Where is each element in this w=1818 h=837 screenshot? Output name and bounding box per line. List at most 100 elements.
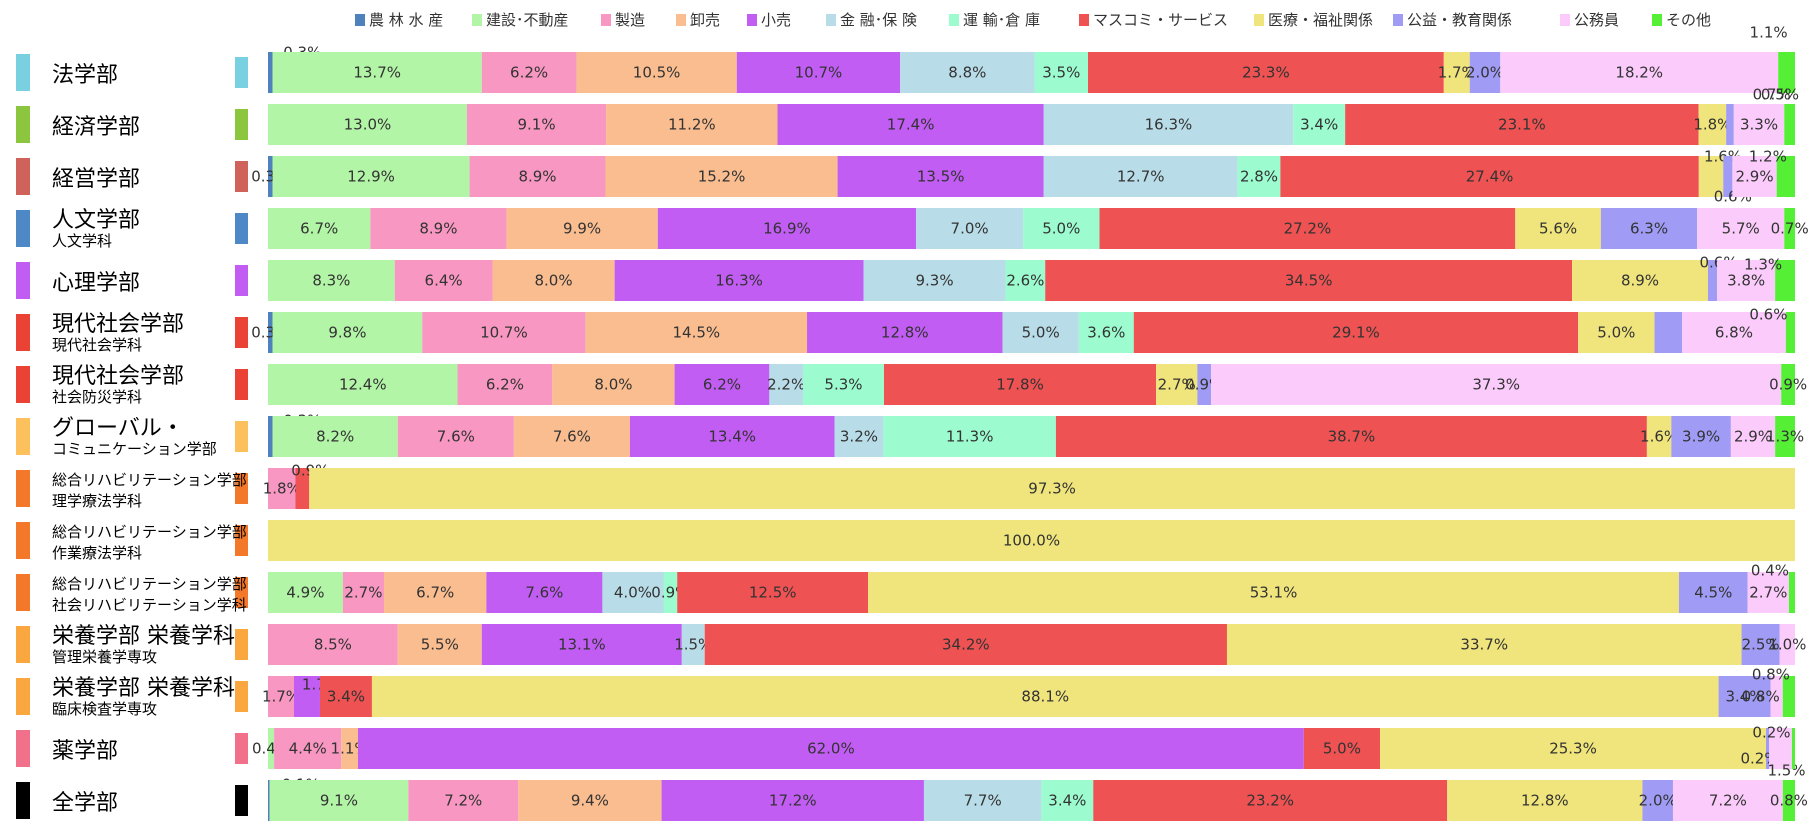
legend-swatch — [355, 14, 365, 26]
legend-label: 建設･不動産 — [486, 11, 569, 29]
data-label: 5.0% — [1597, 324, 1635, 342]
data-label: 6.4% — [425, 272, 463, 290]
data-label: 0.4% — [1751, 562, 1789, 580]
data-label: 8.9% — [518, 168, 556, 186]
bar-segment-製造 — [394, 260, 493, 301]
bar-segment-農-林-水-産 — [268, 780, 270, 821]
bar-segment-金-融-保-険 — [769, 364, 803, 405]
bar-segment-医療・福祉関係 — [1698, 156, 1724, 197]
bar-segment-公益・教育関係 — [1678, 572, 1748, 613]
data-label: 34.5% — [1285, 272, 1333, 290]
bar-segment-マスコミ・サービス — [1345, 104, 1699, 145]
bar-segment-公益・教育関係 — [1707, 260, 1718, 301]
bar-segment-卸売 — [506, 208, 658, 249]
data-label: 18.2% — [1615, 64, 1663, 82]
bar-segment-医療・福祉関係 — [1380, 728, 1767, 769]
row-label: 経済学部 — [52, 115, 140, 140]
bar-segment-マスコミ・サービス — [883, 364, 1157, 405]
bar-segment-小売 — [777, 104, 1044, 145]
data-label: 27.4% — [1466, 168, 1514, 186]
legend-label: 公務員 — [1574, 11, 1619, 29]
bar-segment-製造 — [268, 468, 296, 509]
bar-segment-公務員 — [1697, 208, 1785, 249]
bar-segment-製造 — [481, 52, 577, 93]
data-label: 7.7% — [964, 792, 1002, 810]
bar-segment-建設-不動産 — [268, 728, 275, 769]
bar-segment-医療・福祉関係 — [1578, 312, 1655, 353]
bar-segment-マスコミ・サービス — [1087, 52, 1444, 93]
bar-segment-公務員 — [1672, 780, 1783, 821]
data-label: 2.0% — [1639, 792, 1677, 810]
row-marker-right — [235, 577, 248, 608]
data-label: 5.6% — [1539, 220, 1577, 238]
data-label: 13.1% — [558, 636, 606, 654]
legend-label: 金 融･保 険 — [840, 11, 917, 29]
row-sublabel: 作業療法学科 — [52, 544, 142, 562]
data-label: 12.9% — [347, 168, 395, 186]
bar-segment-その他 — [1782, 676, 1795, 717]
legend-swatch — [1254, 14, 1264, 26]
bar-segment-運-輸-倉-庫 — [663, 572, 678, 613]
data-label: 1.3% — [1744, 256, 1782, 274]
legend-item: 金 融･保 険 — [826, 11, 917, 29]
bar-segment-公益・教育関係 — [1642, 780, 1673, 821]
legend-item: 医療・福祉関係 — [1254, 11, 1373, 29]
legend-item: 小売 — [747, 11, 791, 29]
data-label: 6.2% — [486, 376, 524, 394]
bar-segment-公務員 — [1500, 52, 1779, 93]
data-label: 17.8% — [996, 376, 1044, 394]
bar-segment-運-輸-倉-庫 — [1237, 156, 1281, 197]
legend-swatch — [747, 14, 757, 26]
data-label: 8.8% — [948, 64, 986, 82]
data-label: 0.8% — [1752, 666, 1790, 684]
bar-segment-公益・教育関係 — [1671, 416, 1731, 457]
data-label: 12.5% — [749, 584, 797, 602]
bar-segment-農-林-水-産 — [268, 312, 273, 353]
row-label: 心理学部 — [52, 271, 140, 296]
bar-segment-公益・教育関係 — [1469, 52, 1501, 93]
bar-segment-小売 — [629, 416, 835, 457]
bar-segment-公務員 — [1733, 104, 1785, 145]
data-label: 3.4% — [1726, 688, 1764, 706]
bar-segment-小売 — [736, 52, 901, 93]
data-label: 7.2% — [444, 792, 482, 810]
bar-segment-小売 — [657, 208, 917, 249]
bar-segment-建設-不動産 — [268, 572, 343, 613]
legend-swatch — [601, 14, 611, 26]
bar-segment-卸売 — [341, 728, 359, 769]
data-label: 12.4% — [339, 376, 387, 394]
data-label: 9.8% — [328, 324, 366, 342]
bar-segment-運-輸-倉-庫 — [1005, 260, 1046, 301]
data-label: 8.0% — [594, 376, 632, 394]
row-marker-left — [16, 158, 30, 195]
bar-segment-公務員 — [1732, 156, 1777, 197]
data-label: 9.1% — [320, 792, 358, 810]
data-label: 5.3% — [824, 376, 862, 394]
bar-segment-建設-不動産 — [272, 416, 398, 457]
bar-segment-金-融-保-険 — [681, 624, 705, 665]
bar-segment-公務員 — [1779, 624, 1795, 665]
bar-segment-卸売 — [605, 156, 838, 197]
row-sublabel: 理学療法学科 — [52, 492, 142, 510]
legend-swatch — [676, 14, 686, 26]
data-label: 25.3% — [1549, 740, 1597, 758]
chart-row-1: 経済学部 13.0% 9.1% 11.2% 17.4% 16.3% 3.4% 23.1% 1.8… — [16, 86, 1799, 145]
row-marker-left — [16, 782, 30, 819]
legend-item: 建設･不動産 — [472, 11, 569, 29]
bar-segment-金-融-保-険 — [834, 416, 884, 457]
bar-segment-運-輸-倉-庫 — [1041, 780, 1094, 821]
data-label: 1.7% — [262, 688, 300, 706]
row-marker-right — [235, 473, 248, 504]
bar-segment-その他 — [1781, 364, 1795, 405]
legend-label: 農 林 水 産 — [369, 11, 443, 29]
data-label: 1.8% — [263, 480, 301, 498]
bar-segment-建設-不動産 — [268, 208, 371, 249]
chart-row-13: 薬学部 0.4%4.4% 1.1% 62.0% 5.0% 25.3%0.2%1.5%0.2… — [16, 724, 1806, 780]
data-label: 2.7% — [1158, 376, 1196, 394]
bar-segment-公務員 — [1211, 364, 1782, 405]
bar-segment-医療・福祉関係 — [1156, 364, 1198, 405]
data-label: 6.7% — [416, 584, 454, 602]
data-label: 5.0% — [1042, 220, 1080, 238]
